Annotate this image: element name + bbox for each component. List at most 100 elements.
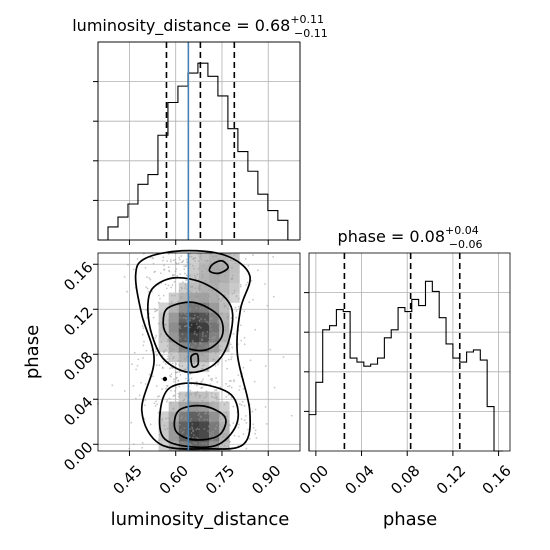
- sample-point: [198, 412, 201, 415]
- sample-point: [156, 403, 159, 406]
- density-cell: [168, 401, 180, 412]
- sample-point: [166, 398, 169, 401]
- sample-point: [217, 398, 220, 401]
- sample-point: [161, 366, 164, 369]
- sample-point: [178, 385, 181, 388]
- sample-point: [205, 320, 208, 323]
- sample-point: [217, 298, 220, 300]
- sample-point: [265, 423, 268, 425]
- sample-point: [193, 333, 196, 335]
- sample-point: [192, 341, 195, 344]
- sample-point: [182, 399, 185, 402]
- sample-point: [216, 381, 219, 383]
- sample-point: [189, 420, 192, 423]
- sample-point: [248, 437, 251, 440]
- sample-point: [223, 444, 226, 447]
- sample-point: [233, 434, 236, 437]
- y-tick-label: 0.16: [60, 258, 96, 294]
- sample-point: [173, 356, 175, 358]
- density-cells: [158, 253, 240, 452]
- sample-point: [190, 323, 193, 326]
- y-tick-label: 0.12: [60, 303, 96, 339]
- sample-point: [145, 349, 148, 352]
- sample-point: [164, 283, 167, 286]
- sample-point: [111, 384, 114, 387]
- sample-point: [172, 259, 175, 262]
- sample-point: [180, 287, 183, 290]
- density-cell: [229, 262, 240, 274]
- sample-point: [159, 297, 161, 300]
- sample-point: [155, 400, 157, 403]
- sample-point: [163, 264, 165, 267]
- density-cell: [168, 342, 180, 353]
- density-cell: [209, 312, 220, 323]
- sample-point: [223, 303, 225, 305]
- sample-point: [213, 269, 215, 271]
- sample-point: [185, 285, 187, 288]
- sample-point: [223, 258, 225, 261]
- y-tick-label: 0.08: [60, 348, 96, 384]
- sample-point: [210, 432, 213, 435]
- sample-point: [215, 349, 218, 352]
- sample-point: [227, 358, 230, 361]
- contour-line: [146, 276, 234, 374]
- density-cell: [229, 272, 240, 283]
- sample-point: [184, 377, 187, 380]
- sample-point: [165, 287, 168, 290]
- sample-point: [230, 356, 233, 358]
- sample-point: [183, 287, 186, 290]
- sample-point: [143, 418, 146, 420]
- sample-point: [217, 317, 220, 320]
- sample-point: [202, 442, 204, 445]
- density-cell: [178, 292, 190, 303]
- sample-point: [201, 276, 204, 279]
- sample-point: [209, 317, 212, 319]
- sample-point: [210, 403, 213, 406]
- sample-point: [208, 431, 211, 434]
- sample-point: [256, 269, 259, 272]
- density-cell: [158, 431, 169, 442]
- sample-point: [132, 268, 135, 271]
- sample-point: [205, 411, 208, 413]
- sample-point: [141, 333, 144, 336]
- sample-point: [226, 401, 228, 404]
- sample-point: [214, 352, 217, 355]
- density-cell: [178, 312, 190, 323]
- sample-point: [167, 284, 170, 287]
- sample-point: [160, 377, 163, 380]
- sample-point: [245, 447, 248, 450]
- sample-point: [194, 394, 197, 397]
- sample-point: [191, 427, 194, 430]
- density-cell: [178, 352, 190, 363]
- sample-point: [197, 294, 200, 296]
- sample-point: [160, 341, 163, 344]
- sample-point: [250, 279, 253, 282]
- sample-point: [197, 253, 200, 256]
- sample-point: [169, 431, 171, 434]
- x-axis-label: luminosity_distance: [111, 509, 290, 530]
- sample-point: [141, 446, 143, 449]
- sample-point: [188, 436, 191, 439]
- sample-point: [205, 392, 208, 395]
- sample-point: [227, 318, 230, 320]
- sample-point: [229, 253, 232, 256]
- sample-point: [171, 362, 174, 365]
- density-cell: [178, 302, 190, 313]
- sample-point: [192, 434, 195, 436]
- joint-density-panel: 0.45 0.60 0.75 0.90 0.00 0.04 0.08 0.12 0.16 lu…: [22, 249, 301, 530]
- sample-point: [254, 328, 257, 331]
- sample-point: [197, 286, 200, 288]
- tick-marks: [93, 81, 269, 245]
- sample-point: [201, 399, 204, 402]
- sample-point: [190, 346, 193, 349]
- sample-point: [225, 395, 228, 398]
- sample-point: [192, 257, 195, 260]
- density-cell: [168, 302, 180, 313]
- sample-point: [196, 390, 199, 393]
- sample-point: [232, 333, 235, 335]
- density-cell: [199, 352, 210, 363]
- sample-point: [246, 281, 249, 284]
- sample-point: [159, 335, 162, 337]
- sample-point: [227, 307, 229, 310]
- sample-point: [232, 422, 235, 424]
